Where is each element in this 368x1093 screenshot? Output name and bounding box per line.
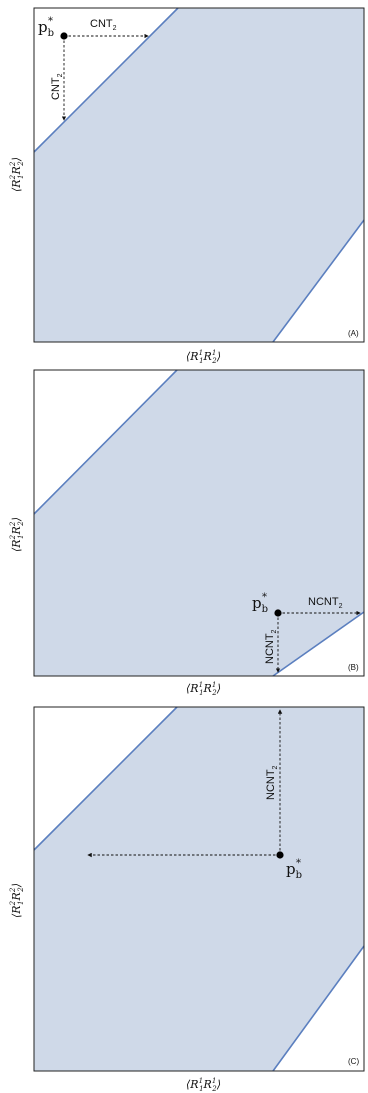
panel-b: pb* NCNT2 NCNT2 (B) ⟨R1 1R1 2⟩ ⟨R21R22⟩ [9,369,365,697]
y-axis-label: ⟨R21R22⟩ [9,517,25,552]
x-axis-label: ⟨R1 1R1 2⟩ [186,681,221,697]
panel-c: pb* NCNT2 (C) ⟨R1 1R1 2⟩ ⟨R21R22⟩ [9,706,365,1093]
region-lower-edge [272,611,365,677]
point-pb [274,609,282,617]
y-axis-label: ⟨R21R22⟩ [9,883,25,918]
panel-tag: (C) [348,1057,359,1066]
region-upper-edge [33,7,179,153]
y-axis-label: ⟨R21R22⟩ [9,157,25,192]
point-label: pb* [38,16,54,39]
v-arrow-label: NCNT2 [264,629,278,664]
v-arrow-label: NCNT2 [265,765,279,800]
feasible-region [34,370,364,676]
point-pb [276,851,284,859]
region-lower-edge [272,219,365,343]
panel-a: pb* CNT2 CNT2 (A) ⟨R1 1R1 2⟩ ⟨R21R22⟩ [9,7,365,365]
panel-frame [33,7,365,343]
h-arrow-label: NCNT2 [308,596,343,610]
point-label: pb* [286,858,302,881]
feasible-region [34,8,364,342]
point-label: pb* [252,592,268,615]
panel-frame [33,369,365,677]
point-pb [60,32,68,40]
region-upper-edge [33,369,178,515]
panel-tag: (B) [348,663,359,672]
x-axis-label: ⟨R1 1R1 2⟩ [186,1077,221,1093]
panel-frame [33,706,365,1072]
x-axis-label: ⟨R1 1R1 2⟩ [186,349,221,365]
region-upper-edge [33,706,178,851]
panel-tag: (A) [348,329,359,338]
region-lower-edge [272,945,365,1072]
feasible-region [34,707,364,1071]
v-arrow-label: CNT2 [50,73,64,100]
h-arrow-label: CNT2 [90,18,117,32]
